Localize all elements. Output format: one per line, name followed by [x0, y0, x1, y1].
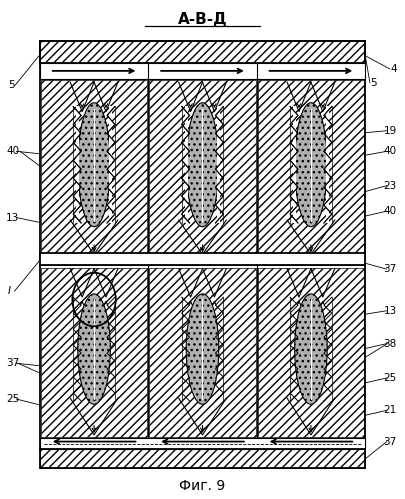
Bar: [109, 106, 112, 223]
Text: 25: 25: [384, 373, 397, 383]
Text: 5: 5: [371, 78, 377, 88]
Bar: [293, 106, 296, 223]
Ellipse shape: [78, 103, 110, 227]
Ellipse shape: [186, 294, 219, 404]
Text: 23: 23: [384, 181, 397, 191]
Bar: [40, 41, 365, 259]
Bar: [40, 41, 365, 63]
Bar: [258, 267, 364, 437]
Bar: [40, 253, 365, 265]
Text: Фиг. 9: Фиг. 9: [179, 479, 226, 493]
Bar: [185, 106, 188, 223]
Text: 40: 40: [384, 146, 397, 156]
Text: 13: 13: [384, 306, 397, 316]
Ellipse shape: [295, 103, 327, 227]
Text: I: I: [7, 286, 11, 296]
Text: 37: 37: [6, 358, 19, 368]
Ellipse shape: [295, 294, 327, 404]
Bar: [40, 265, 365, 449]
Text: 37: 37: [384, 264, 397, 274]
Text: А-В-Д: А-В-Д: [178, 12, 227, 27]
Bar: [40, 41, 365, 63]
Bar: [40, 63, 365, 79]
Text: 19: 19: [384, 126, 397, 136]
Text: 5: 5: [8, 80, 15, 90]
Bar: [258, 80, 364, 257]
Bar: [40, 449, 365, 468]
Bar: [40, 449, 365, 468]
Ellipse shape: [186, 103, 219, 227]
Text: 4: 4: [390, 64, 397, 74]
Bar: [149, 267, 256, 437]
Bar: [149, 80, 256, 257]
Text: 25: 25: [6, 394, 19, 404]
Text: 40: 40: [384, 206, 397, 216]
Bar: [41, 80, 147, 257]
Text: 21: 21: [384, 405, 397, 415]
Text: 38: 38: [384, 339, 397, 349]
Text: 37: 37: [384, 437, 397, 447]
Text: 13: 13: [6, 213, 19, 223]
Bar: [217, 106, 220, 223]
Bar: [41, 267, 147, 437]
Ellipse shape: [78, 294, 110, 404]
Bar: [326, 106, 328, 223]
Text: 40: 40: [6, 146, 19, 156]
Bar: [77, 106, 79, 223]
Bar: [40, 438, 365, 449]
